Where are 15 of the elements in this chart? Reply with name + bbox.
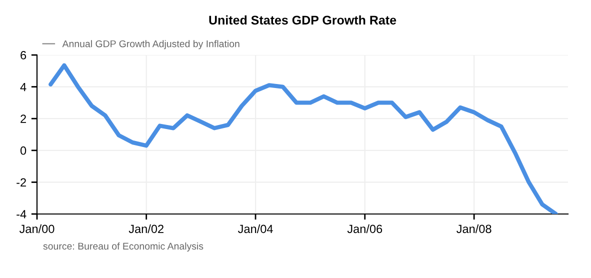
y-tick-label: 0	[20, 146, 26, 155]
x-tick-label: Jan/00	[19, 224, 54, 234]
x-tick-label: Jan/04	[238, 224, 273, 234]
chart-title: United States GDP Growth Rate	[209, 15, 396, 25]
y-tick-label: 2	[20, 114, 26, 123]
x-tick-label: Jan/02	[128, 224, 164, 234]
y-tick-label: 4	[20, 82, 26, 92]
y-tick-label: 6	[20, 51, 26, 60]
y-tick-label: -4	[16, 210, 26, 218]
line-series	[48, 63, 558, 214]
source-note: source: Bureau of Economic Analysis	[43, 242, 204, 252]
y-tick-label: -2	[16, 178, 26, 186]
x-tick-label: Jan/06	[347, 224, 382, 234]
x-tick-label: Jan/08	[456, 224, 492, 234]
series-label: Annual GDP Growth Adjusted by Inflation	[62, 40, 240, 50]
